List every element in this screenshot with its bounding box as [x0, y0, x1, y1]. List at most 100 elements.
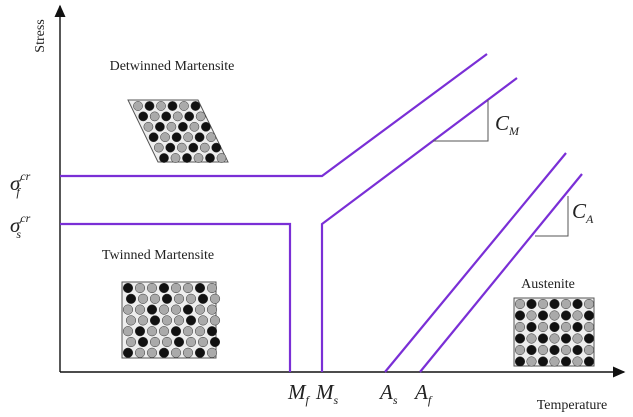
atom [538, 311, 548, 321]
atom [550, 357, 560, 367]
atom [561, 322, 571, 332]
atom [584, 334, 594, 344]
atom [195, 348, 205, 358]
atom [171, 305, 181, 315]
slope-symbol: CA [572, 199, 594, 226]
atom [184, 133, 193, 142]
atom [126, 316, 136, 326]
region-label: Detwinned Martensite [110, 59, 235, 74]
atom [123, 326, 133, 336]
atom [527, 311, 537, 321]
temperature-symbol: As [378, 380, 398, 407]
atom [171, 348, 181, 358]
atom [174, 337, 184, 347]
atom [515, 299, 525, 309]
atom [183, 326, 193, 336]
atom [150, 294, 160, 304]
atom [139, 112, 148, 121]
atom [561, 311, 571, 321]
atom [179, 101, 188, 110]
atom [527, 357, 537, 367]
atom [174, 294, 184, 304]
atom [171, 153, 180, 162]
atom [538, 299, 548, 309]
atom [167, 122, 176, 131]
atom [198, 294, 208, 304]
atom [161, 133, 170, 142]
atom [584, 322, 594, 332]
atom [195, 326, 205, 336]
atom [198, 316, 208, 326]
atom [212, 143, 221, 152]
atom [147, 283, 157, 293]
atom [162, 112, 171, 121]
temperature-symbol: Af [413, 380, 433, 407]
atom [550, 322, 560, 332]
atom [538, 357, 548, 367]
atom [168, 101, 177, 110]
atom [145, 101, 154, 110]
slope-triangle [535, 196, 568, 236]
atom [538, 345, 548, 355]
atom [573, 345, 583, 355]
atom [573, 311, 583, 321]
atom [515, 311, 525, 321]
atom [138, 337, 148, 347]
region-label: Austenite [521, 277, 575, 292]
atom [126, 294, 136, 304]
atom [527, 334, 537, 344]
atom [150, 337, 160, 347]
atom [144, 122, 153, 131]
atom [207, 305, 217, 315]
y-axis-label: Stress [33, 19, 48, 52]
atom [159, 348, 169, 358]
atom [217, 153, 226, 162]
atom [561, 345, 571, 355]
diagram: Stress Temperature Detwinned Martensite … [0, 0, 633, 417]
atom [186, 294, 196, 304]
atom [150, 316, 160, 326]
atom [135, 326, 145, 336]
atom [138, 294, 148, 304]
atom [210, 337, 220, 347]
atom [584, 311, 594, 321]
atom [584, 357, 594, 367]
atom [186, 337, 196, 347]
atom [133, 101, 142, 110]
atom [166, 143, 175, 152]
atom [173, 112, 182, 121]
atom [527, 299, 537, 309]
atom [171, 326, 181, 336]
atom [573, 334, 583, 344]
atom [194, 153, 203, 162]
atom [182, 153, 191, 162]
slope-symbol: CM [495, 111, 520, 138]
atom [195, 133, 204, 142]
atom [155, 122, 164, 131]
atom [210, 316, 220, 326]
atom [538, 334, 548, 344]
atom [150, 112, 159, 121]
atom [159, 305, 169, 315]
atom [162, 316, 172, 326]
atom [123, 348, 133, 358]
atom [138, 316, 148, 326]
atom [207, 133, 216, 142]
atom [174, 316, 184, 326]
atom [147, 305, 157, 315]
atom [200, 143, 209, 152]
atom [550, 345, 560, 355]
atom [196, 112, 205, 121]
atom [190, 122, 199, 131]
atom [573, 322, 583, 332]
lattice-icons [122, 100, 594, 366]
atom [550, 334, 560, 344]
atom [198, 337, 208, 347]
atom [538, 322, 548, 332]
lattice-frame [128, 100, 228, 162]
atom [159, 283, 169, 293]
atom [186, 316, 196, 326]
atom [123, 283, 133, 293]
atom [171, 283, 181, 293]
